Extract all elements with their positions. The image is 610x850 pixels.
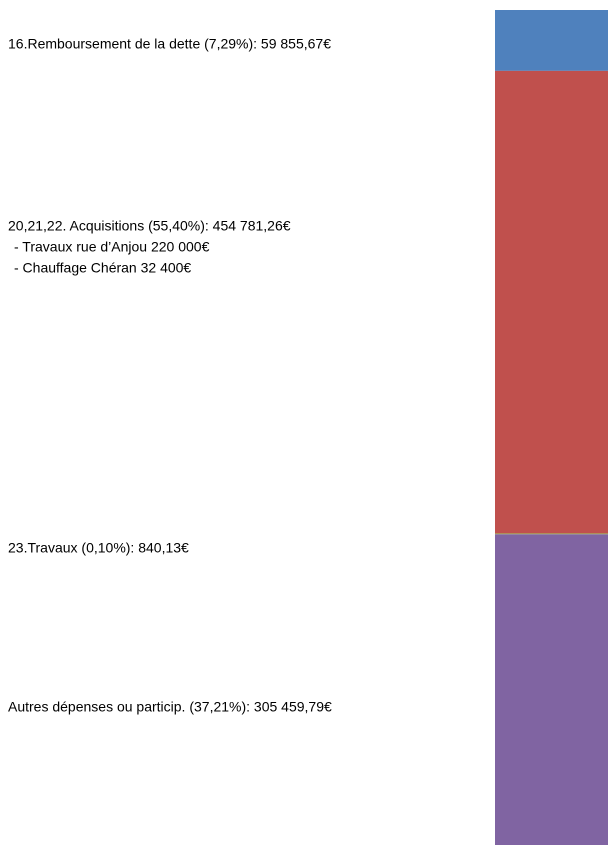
segment-detail: - Travaux rue d’Anjou 220 000€ [14,239,210,255]
segment-label: 20,21,22. Acquisitions (55,40%): 454 781… [8,218,291,234]
segment-label: Autres dépenses ou particip. (37,21%): 3… [8,699,332,715]
bar-segment [495,534,608,845]
bar-segment [495,10,608,71]
bar-segment [495,70,608,534]
segment-label: 23.Travaux (0,10%): 840,13€ [8,540,189,556]
segment-detail: - Chauffage Chéran 32 400€ [14,260,191,276]
segment-label: 16.Remboursement de la dette (7,29%): 59… [8,36,331,52]
bar-segment [495,533,608,535]
